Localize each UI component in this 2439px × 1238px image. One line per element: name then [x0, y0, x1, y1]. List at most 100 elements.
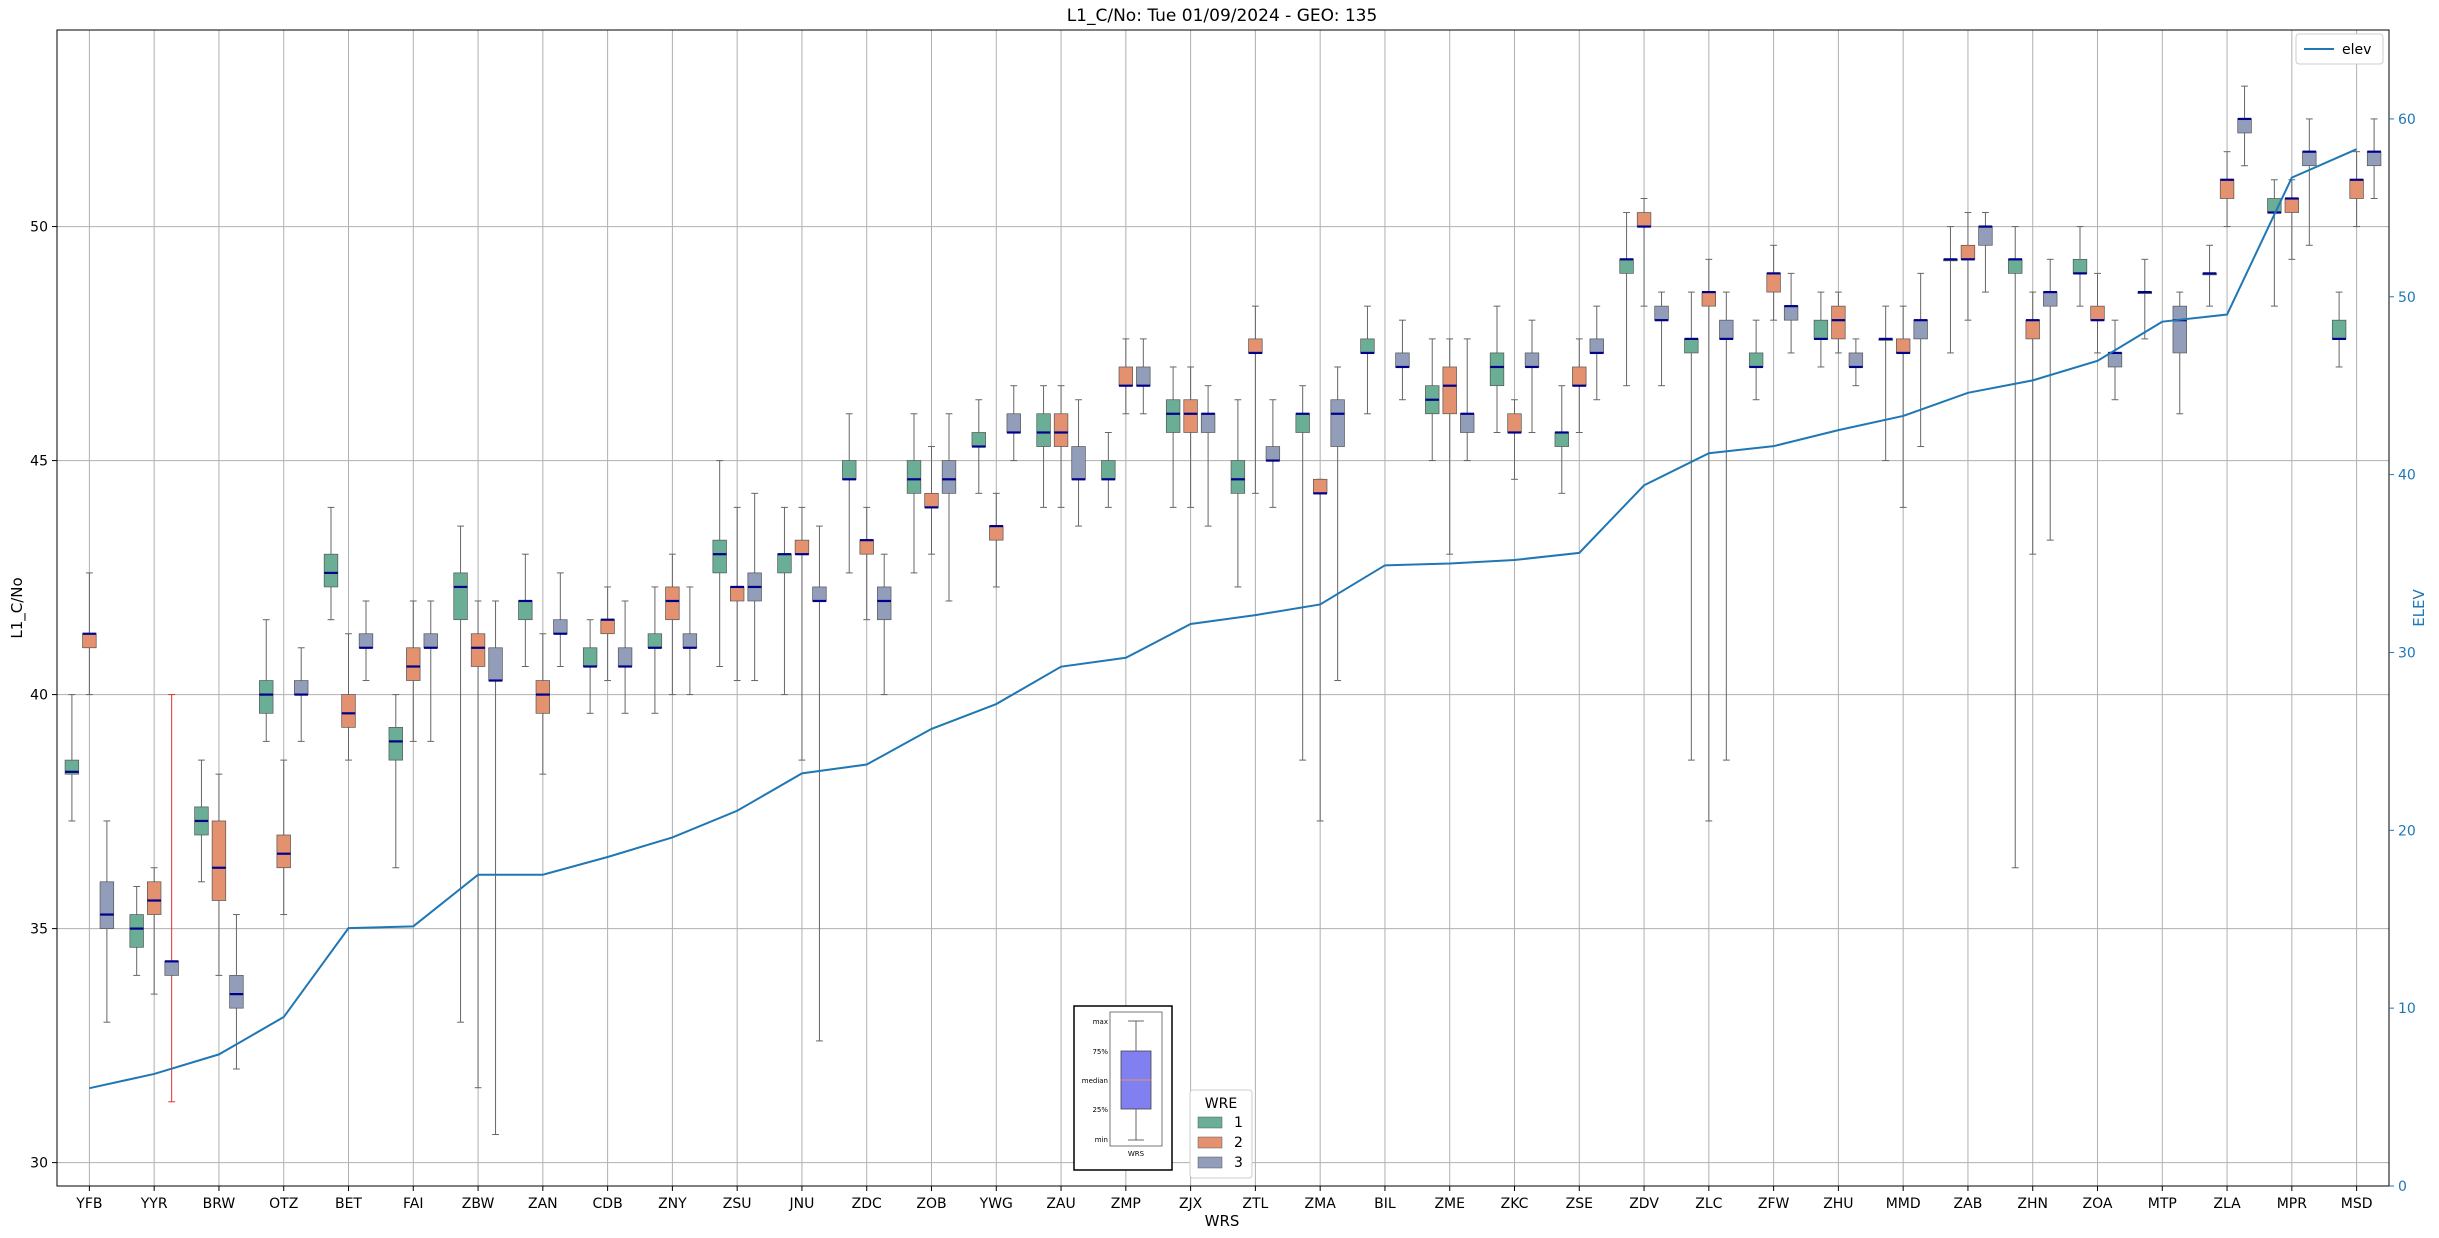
box-2-ZAB — [1960, 212, 1976, 321]
box-iqr — [877, 586, 892, 621]
wre-legend-label-2: 2 — [1234, 1135, 1243, 1151]
box-2-ZDV — [1636, 197, 1652, 307]
box-iqr — [1589, 338, 1604, 354]
box-2-ZTL — [1248, 305, 1263, 494]
x-axis-label: WRS — [1205, 1212, 1240, 1230]
x-tick-label: ZAU — [1046, 1196, 1075, 1212]
box-3-ZLC — [1719, 291, 1734, 761]
box-iqr — [211, 820, 227, 901]
box-iqr — [64, 759, 80, 775]
box-3-ZAB — [1978, 212, 1993, 293]
box-3-FAI — [423, 600, 438, 742]
elev-line — [89, 148, 2358, 1090]
box-iqr — [1524, 352, 1540, 368]
box-iqr — [1136, 366, 1151, 387]
box-2-FAI — [406, 600, 421, 742]
box-iqr — [535, 680, 551, 714]
right-tick-label: 10 — [2398, 1001, 2416, 1017]
box-iqr — [812, 586, 827, 602]
box-3-MPR — [2302, 118, 2317, 246]
box-iqr — [712, 539, 727, 574]
box-2-ZJX — [1183, 366, 1198, 508]
box-2-MSD — [2349, 151, 2364, 228]
y-tick-label: 30 — [30, 1156, 48, 1172]
box-iqr — [859, 539, 874, 555]
box-3-ZAU — [1071, 399, 1086, 527]
box-iqr — [1330, 399, 1345, 447]
x-tick-label: MPR — [2277, 1196, 2308, 1212]
box-iqr — [1913, 319, 1928, 340]
x-tick-label: CDB — [593, 1196, 623, 1212]
x-tick-label: ZBW — [462, 1196, 495, 1212]
box-iqr — [1395, 352, 1410, 368]
box-iqr — [2219, 179, 2235, 199]
box-iqr — [1783, 305, 1799, 321]
box-iqr — [1719, 319, 1734, 340]
box-1-ZDC — [842, 413, 857, 574]
box-2-YYR — [146, 867, 162, 995]
box-2-ZKC — [1507, 399, 1522, 480]
x-tick-label: JNU — [789, 1196, 815, 1212]
box-iqr — [682, 633, 698, 649]
box-1-MTP — [2137, 258, 2152, 340]
box-2-ZBW — [470, 600, 486, 1089]
box-1-ZSE — [1554, 385, 1569, 494]
box-3-ZMA — [1330, 366, 1345, 682]
box-iqr — [2366, 151, 2382, 167]
box-3-ZBW — [488, 600, 503, 1136]
x-tick-label: ZSE — [1566, 1196, 1593, 1212]
box-iqr — [553, 619, 568, 635]
box-iqr — [1101, 460, 1116, 480]
box-2-ZNY — [665, 553, 680, 696]
wre-legend-label-3: 3 — [1234, 1155, 1243, 1171]
box-2-ZHU — [1831, 291, 1846, 354]
box-iqr — [294, 680, 309, 695]
y-tick-label: 35 — [30, 922, 48, 938]
wre-legend-title: WRE — [1205, 1096, 1237, 1112]
box-iqr — [1053, 413, 1069, 447]
box-iqr — [1295, 413, 1310, 433]
box-3-ZLA — [2237, 85, 2252, 167]
inset-xlabel: WRS — [1128, 1150, 1145, 1158]
right-tick-label: 0 — [2398, 1179, 2407, 1195]
box-1-JNU — [777, 506, 792, 696]
box-1-ZAN — [518, 553, 533, 668]
box-1-ZAB — [1943, 226, 1958, 354]
boxplot-key-inset: max 75% median 25% min WRS — [1073, 1005, 1173, 1171]
x-tick-label: BRW — [203, 1196, 236, 1212]
box-iqr — [146, 881, 162, 915]
box-2-ZOB — [924, 446, 939, 555]
box-iqr — [2043, 291, 2058, 307]
box-iqr — [729, 586, 745, 602]
box-iqr — [842, 460, 857, 480]
box-iqr — [2072, 258, 2088, 274]
box-1-ZLA — [2202, 244, 2217, 307]
box-iqr — [2331, 319, 2347, 340]
box-3-ZTL — [1265, 399, 1281, 508]
box-iqr — [1360, 338, 1375, 354]
box-2-YWG — [989, 492, 1004, 588]
box-1-MPR — [2267, 179, 2282, 307]
inset-label-q3: 75% — [1092, 1048, 1108, 1056]
x-tick-label: ZLC — [1695, 1196, 1722, 1212]
box-iqr — [1489, 352, 1505, 387]
box-3-YWG — [1006, 385, 1021, 462]
y-tick-label: 50 — [30, 220, 48, 236]
box-1-ZHU — [1813, 291, 1829, 368]
box-iqr — [164, 961, 179, 976]
x-tick-label: YFB — [75, 1196, 102, 1212]
box-1-ZHN — [2008, 226, 2023, 869]
box-3-ZMP — [1136, 338, 1151, 415]
x-tick-label: MMD — [1886, 1196, 1921, 1212]
x-tick-label: BIL — [1374, 1196, 1396, 1212]
wre-legend-swatch-1 — [1197, 1116, 1223, 1129]
box-1-ZKC — [1489, 305, 1505, 433]
box-2-ZDC — [859, 506, 874, 621]
box-iqr — [1766, 273, 1781, 293]
elev-line-series — [89, 148, 2358, 1090]
box-iqr — [1265, 446, 1281, 461]
box-iqr — [1248, 338, 1263, 354]
box-1-BET — [323, 506, 339, 621]
box-iqr — [82, 633, 97, 649]
